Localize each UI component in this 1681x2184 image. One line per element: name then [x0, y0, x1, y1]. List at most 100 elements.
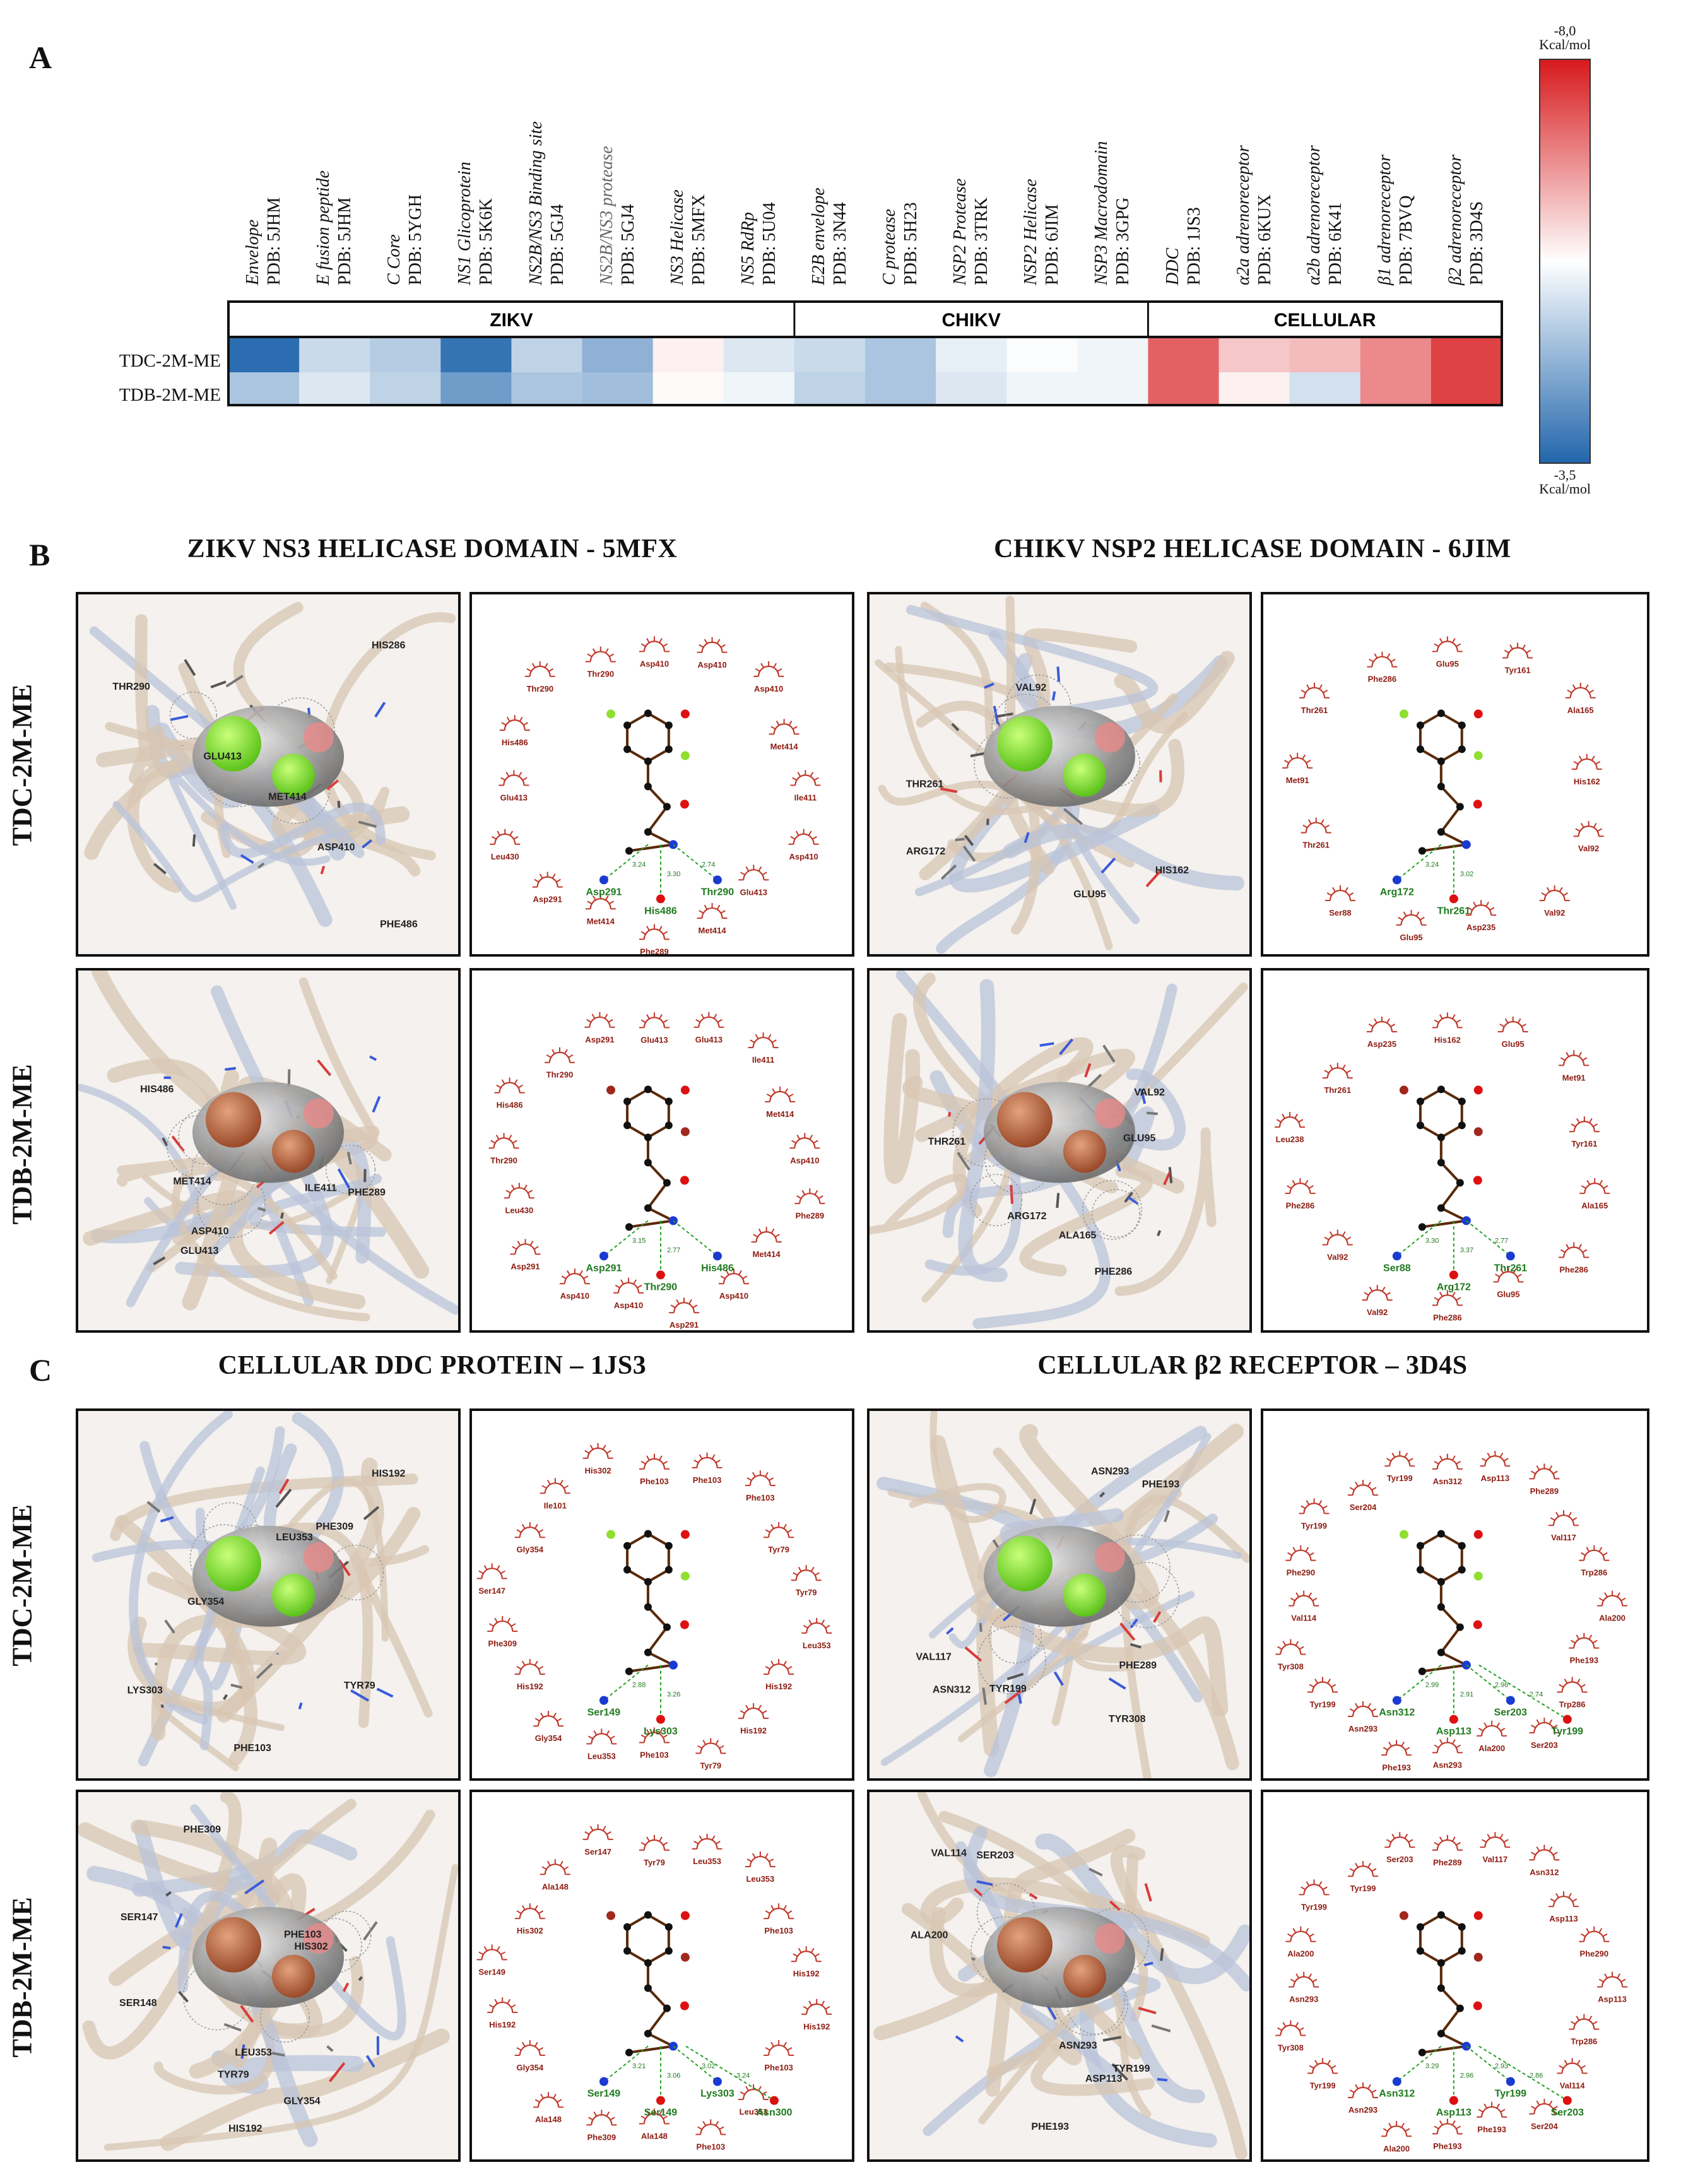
residue-label: Asp410 [719, 1291, 748, 1301]
ligand-halogen-atom [206, 1535, 261, 1591]
hbond-distance: 3.26 [667, 1691, 680, 1699]
ligand-bond [1440, 1532, 1463, 1547]
ligand-carbon-atom [623, 1947, 632, 1955]
residue-label: Phe103 [764, 2063, 793, 2072]
heatmap-row-label-tdb: TDB-2M-ME [119, 385, 221, 405]
hbond-partner-atom [656, 1270, 665, 1280]
residue-label: Gly354 [516, 2063, 543, 2072]
residue-stick [1023, 832, 1030, 843]
hydrophobic-contact: Asn312 [1529, 1845, 1560, 1877]
hbond-distance: 2.74 [1530, 1691, 1543, 1699]
structure-residue-label: HIS486 [140, 1084, 174, 1095]
structure-frame-b-tdc-zikv: ASP410 GLU413 MET414 THR290 PHE486 HIS286 [76, 592, 461, 957]
hydrophobic-contact: Tyr199 [1299, 1498, 1330, 1530]
hydrophobic-contact: Tyr199 [1307, 1677, 1338, 1709]
ligand-halogen-atom [272, 1130, 315, 1173]
hydrophobic-contact: Gly354 [514, 2040, 545, 2072]
residue-label: Ser147 [478, 1586, 505, 1595]
structure-frame-b-tdb-chikv: ALA165 ARG172 THR261 VAL92 GLU95 PHE286 [867, 968, 1252, 1333]
hydrophobic-contact: Ala200 [1477, 1720, 1507, 1753]
residue-stick [946, 1627, 954, 1635]
hydrophobic-contact: Tyr79 [639, 1834, 669, 1867]
heatmap-cell [582, 372, 654, 404]
hydrogen-bond [685, 2045, 775, 2101]
ligand-carbon-atom [664, 1097, 673, 1106]
hydrophobic-contact: Glu413 [498, 770, 529, 802]
residue-label: Val117 [1551, 1533, 1576, 1542]
ligand-bond [627, 1532, 649, 1547]
ligand-carbon-atom [1437, 709, 1445, 717]
hbond-distance: 3.15 [632, 1237, 646, 1244]
hydrophobic-contact: Leu238 [1275, 1112, 1306, 1144]
residue-label: Leu353 [740, 2107, 768, 2116]
ligand-carbon-atom [623, 1566, 632, 1574]
residue-stick [174, 1913, 183, 1928]
hydrophobic-contact: Asn293 [1348, 2082, 1379, 2115]
protein-ribbon [112, 801, 375, 902]
hbond-partner-atom [656, 894, 665, 904]
ligand-oxygen-atom [304, 1542, 334, 1573]
residue-label: Tyr199 [1301, 1902, 1327, 1911]
hydrophobic-contact: Phe289 [1529, 1463, 1560, 1496]
structure-residue-label: ILE411 [305, 1183, 337, 1194]
heatmap-cell [511, 372, 583, 404]
ligand-carbon-atom [644, 1911, 652, 1919]
ligand-carbon-atom [1418, 1223, 1426, 1231]
vdw-mesh-sphere [260, 753, 331, 824]
ligand-oxygen-atom [1095, 1923, 1125, 1954]
ligand-bond [647, 1606, 668, 1629]
ligand-bond [627, 712, 649, 727]
residue-stick [948, 1112, 952, 1117]
hbond-residue-label: Thr261 [1494, 1263, 1528, 1273]
hydrophobic-contact: Phe193 [1432, 2118, 1463, 2151]
structure-residue-label: PHE103 [233, 1743, 271, 1754]
structure-residue-label: ASN293 [1091, 1466, 1130, 1477]
heatmap-cell [1430, 338, 1502, 372]
ligand-halogen-atom [606, 1911, 616, 1920]
ligand-bond [627, 748, 649, 763]
residue-label: Ala165 [1567, 705, 1594, 715]
heatmap-cell [723, 338, 795, 372]
hydrophobic-contact: Phe290 [1579, 1926, 1610, 1959]
residue-label: Val92 [1327, 1253, 1348, 1262]
residue-stick [1010, 1184, 1013, 1204]
residue-stick [974, 1887, 983, 1897]
residue-stick [358, 820, 377, 828]
ligand-oxygen-atom [680, 709, 690, 719]
residue-label: Asn293 [1348, 1724, 1377, 1733]
ligand-carbon-atom [664, 721, 673, 729]
hbond-partner-atom [712, 2077, 722, 2086]
ligand-bond [1419, 1532, 1442, 1547]
residue-label: His192 [765, 1682, 792, 1691]
structure-residue-label: THR290 [112, 682, 150, 692]
ligand-halogen-atom [680, 1127, 690, 1136]
hbond-partner-atom [1392, 1696, 1401, 1705]
hydrophobic-contact: Phe309 [586, 2110, 617, 2142]
residue-stick [225, 1066, 236, 1071]
residue-label: Glu95 [1502, 1039, 1525, 1049]
residue-label: Asn312 [1530, 1867, 1559, 1877]
residue-stick [1140, 1089, 1147, 1104]
ligand-carbon-atom [1458, 1947, 1466, 1955]
ligplot-frame-c-tdb-ddc: Tyr79 Leu353 Leu353 Phe103 His192 His192 Phe10… [469, 1790, 854, 2162]
residue-stick [278, 1479, 290, 1494]
hbond-residue-label: Ser88 [1383, 1263, 1411, 1273]
hydrophobic-contact: Val117 [1548, 1510, 1579, 1542]
hydrophobic-contact: Phe103 [764, 1903, 794, 1935]
residue-label: Ala200 [1599, 1614, 1625, 1623]
ligand-carbon-atom [623, 1097, 632, 1106]
ligand-bond [627, 1124, 649, 1139]
residue-label: His192 [517, 1682, 543, 1691]
structure-residue-label: HIS192 [372, 1468, 405, 1479]
residue-stick [1111, 2063, 1129, 2081]
ligand-carbon-atom [644, 757, 652, 765]
heatmap-cell [1006, 338, 1078, 372]
ligand-bond [628, 1219, 674, 1229]
residue-stick [369, 1055, 377, 1061]
structure-residue-label: PHE286 [1095, 1266, 1133, 1277]
residue-stick [374, 702, 386, 718]
ligand-nitrogen-atom [1461, 840, 1471, 849]
ligand-halogen-atom [606, 1530, 616, 1539]
structure-residue-label: HIS286 [372, 640, 405, 651]
ligplot-frame-b-tdc-chikv: Glu95 Tyr161 Ala165 His162 Val92 Val92 Asp235 G… [1261, 592, 1649, 957]
